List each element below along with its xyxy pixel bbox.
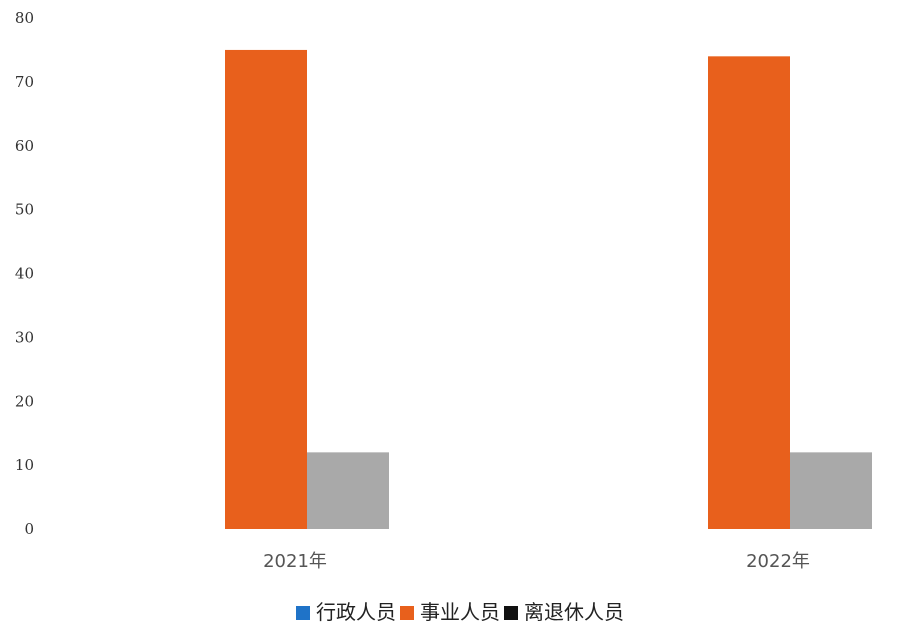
bar-3-2 [790, 452, 872, 529]
y-tick-label: 10 [15, 456, 34, 474]
bar-2-2 [708, 56, 790, 529]
y-tick-label: 40 [15, 265, 34, 283]
legend-item: 行政人员 [296, 596, 396, 625]
legend-swatch [400, 606, 414, 620]
legend: 行政人员 事业人员 离退休人员 [0, 596, 920, 625]
y-axis-ticks: 0 10 20 30 40 50 60 70 80 [15, 9, 34, 538]
legend-swatch [296, 606, 310, 620]
y-tick-label: 20 [15, 392, 34, 410]
y-tick-label: 30 [15, 328, 34, 346]
y-tick-label: 70 [15, 73, 34, 91]
x-axis-categories: 2021年 2022年 [263, 551, 810, 572]
x-category-label: 2021年 [263, 551, 327, 572]
legend-swatch [504, 606, 518, 620]
legend-item: 事业人员 [400, 596, 500, 625]
legend-item: 离退休人员 [504, 596, 624, 625]
y-tick-label: 50 [15, 201, 34, 219]
y-tick-label: 0 [24, 520, 34, 538]
bar-3-1 [307, 452, 389, 529]
bar-2-1 [225, 49, 307, 529]
legend-label: 离退休人员 [524, 600, 624, 624]
y-tick-label: 80 [15, 9, 34, 27]
legend-label: 事业人员 [420, 600, 500, 624]
y-tick-label: 60 [15, 137, 34, 155]
x-category-label: 2022年 [746, 551, 810, 572]
legend-label: 行政人员 [316, 600, 396, 624]
bar-group [225, 49, 872, 529]
